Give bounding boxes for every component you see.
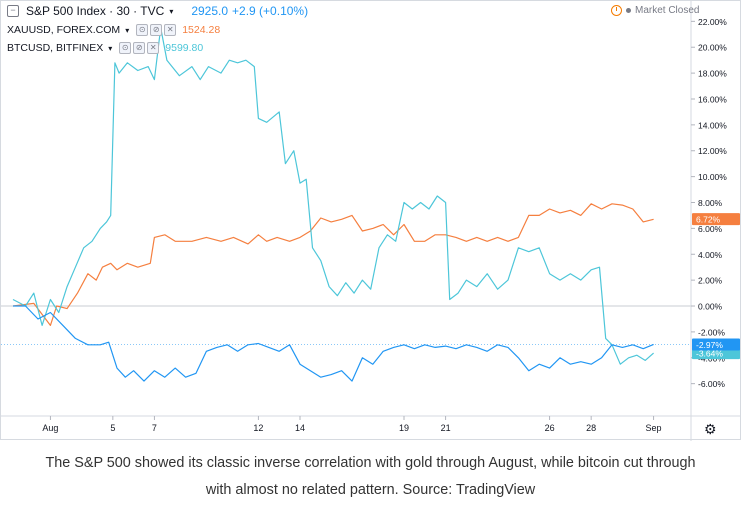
chart-panel: 22.00% 20.00% 18.00% 16.00% 14.00% 12.00% 10.0… bbox=[0, 0, 741, 441]
legend-series-bitcoin[interactable]: BTCUSD, BITFINEX ▾ ⊙ ⊘ ✕ 9599.80 bbox=[7, 42, 203, 54]
legend-series-gold[interactable]: XAUUSD, FOREX.COM ▾ ⊙ ⊘ ✕ 1524.28 bbox=[7, 24, 220, 36]
remove-icon[interactable]: ✕ bbox=[147, 42, 160, 54]
remove-icon[interactable]: ✕ bbox=[164, 24, 177, 36]
x-tick-label: Sep bbox=[646, 423, 662, 433]
last-value-badge bbox=[692, 338, 740, 351]
collapse-icon[interactable]: − bbox=[7, 5, 19, 17]
legend-gold-value: 1524.28 bbox=[182, 24, 221, 36]
x-tick-label: 21 bbox=[441, 423, 451, 433]
y-tick-label: 12.00% bbox=[698, 146, 727, 156]
legend-gold-controls[interactable]: ⊙ ⊘ ✕ bbox=[136, 24, 177, 36]
settings-small-icon[interactable]: ⊘ bbox=[150, 24, 163, 36]
figure-caption: The S&P 500 showed its classic inverse c… bbox=[0, 450, 741, 504]
last-value-label: -2.97% bbox=[692, 338, 740, 351]
legend-gold-symbol[interactable]: XAUUSD, FOREX.COM bbox=[7, 24, 121, 36]
y-tick-label: 2.00% bbox=[698, 276, 723, 286]
legend-main-symbol[interactable]: S&P 500 Index · 30 · TVC bbox=[26, 4, 165, 18]
y-tick-label: 18.00% bbox=[698, 69, 727, 79]
caption-line-1: The S&P 500 showed its classic inverse c… bbox=[45, 455, 696, 471]
status-dot-icon bbox=[626, 8, 631, 13]
x-tick-label: 12 bbox=[253, 423, 263, 433]
visibility-icon[interactable]: ⊙ bbox=[119, 42, 132, 54]
x-tick-label: 19 bbox=[399, 423, 409, 433]
legend-main-change: +2.9 (+0.10%) bbox=[232, 4, 309, 18]
chevron-down-icon[interactable]: ▾ bbox=[169, 6, 174, 16]
legend-bitcoin-value: 9599.80 bbox=[165, 42, 204, 54]
last-value-label: 6.72% bbox=[692, 213, 740, 226]
legend-bitcoin-symbol[interactable]: BTCUSD, BITFINEX bbox=[7, 42, 104, 54]
x-tick-label: 26 bbox=[545, 423, 555, 433]
series-line-btcusd bbox=[12, 27, 654, 365]
axis-layer: 22.00% 20.00% 18.00% 16.00% 14.00% 12.00% 10.0… bbox=[1, 1, 741, 441]
last-value-badge bbox=[692, 213, 740, 226]
legend-main-value: 2925.0 bbox=[191, 4, 229, 18]
market-status: Market Closed bbox=[611, 5, 699, 16]
price-comparison-chart[interactable]: 22.00% 20.00% 18.00% 16.00% 14.00% 12.00% 10.0… bbox=[1, 1, 741, 441]
y-tick-label: -6.00% bbox=[698, 379, 725, 389]
y-tick-label: 16.00% bbox=[698, 94, 727, 104]
y-tick-label: 22.00% bbox=[698, 17, 727, 27]
market-status-label: Market Closed bbox=[635, 5, 700, 16]
last-value-text: -2.97% bbox=[696, 340, 723, 350]
visibility-icon[interactable]: ⊙ bbox=[136, 24, 149, 36]
y-tick-label: 20.00% bbox=[698, 43, 727, 53]
y-tick-label: 0.00% bbox=[698, 302, 723, 312]
caption-line-2: with almost no related pattern. Source: … bbox=[205, 482, 536, 498]
x-tick-label: Aug bbox=[42, 423, 58, 433]
x-tick-label: 7 bbox=[152, 423, 157, 433]
y-tick-label: -2.00% bbox=[698, 327, 725, 337]
y-tick-label: 6.00% bbox=[698, 224, 723, 234]
series-line-s-p-500-index bbox=[13, 305, 654, 382]
clock-icon bbox=[611, 5, 622, 16]
y-tick-label: 4.00% bbox=[698, 250, 723, 260]
x-tick-label: 28 bbox=[586, 423, 596, 433]
gear-icon[interactable]: ⚙ bbox=[704, 421, 717, 437]
legend-bitcoin-controls[interactable]: ⊙ ⊘ ✕ bbox=[119, 42, 160, 54]
last-value-text: 6.72% bbox=[696, 215, 721, 225]
series-layer bbox=[1, 27, 691, 382]
y-tick-label: 14.00% bbox=[698, 120, 727, 130]
x-tick-label: 5 bbox=[110, 423, 115, 433]
chevron-down-icon[interactable]: ▾ bbox=[125, 25, 130, 35]
legend-main-series[interactable]: − S&P 500 Index · 30 · TVC ▾ 2925.0 +2.9… bbox=[7, 4, 308, 18]
chevron-down-icon[interactable]: ▾ bbox=[108, 43, 113, 53]
y-tick-label: 8.00% bbox=[698, 198, 723, 208]
settings-small-icon[interactable]: ⊘ bbox=[133, 42, 146, 54]
series-line-xauusd bbox=[12, 203, 654, 326]
last-value-text: -3.64% bbox=[696, 349, 723, 359]
y-tick-label: 10.00% bbox=[698, 172, 727, 182]
x-tick-label: 14 bbox=[295, 423, 305, 433]
